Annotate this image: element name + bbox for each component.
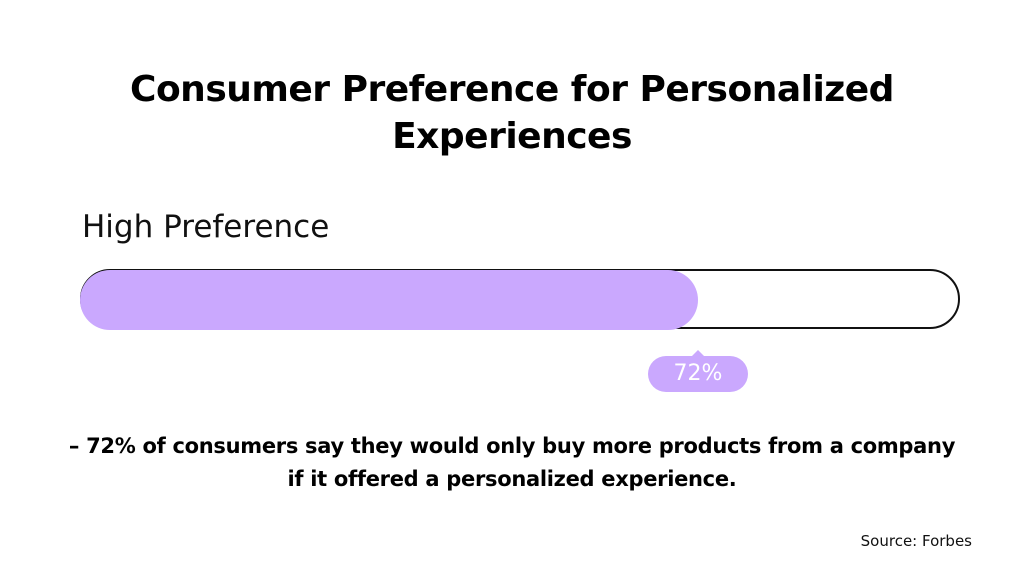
value-badge: 72%: [648, 350, 748, 392]
value-label: 72%: [648, 356, 748, 392]
chart-title-line-1: Consumer Preference for Personalized: [130, 69, 894, 110]
bar-category-label: High Preference: [82, 209, 330, 245]
value-badge-pointer: [690, 350, 706, 358]
chart-title: Consumer Preference for Personalized Exp…: [0, 66, 1024, 160]
chart-title-line-2: Experiences: [392, 116, 632, 157]
progress-fill-bar: [80, 270, 698, 330]
summary-line-2: if it offered a personalized experience.: [287, 467, 737, 491]
summary-text: – 72% of consumers say they would only b…: [0, 430, 1024, 496]
source-note: Source: Forbes: [860, 532, 972, 550]
summary-line-1: – 72% of consumers say they would only b…: [68, 434, 956, 458]
